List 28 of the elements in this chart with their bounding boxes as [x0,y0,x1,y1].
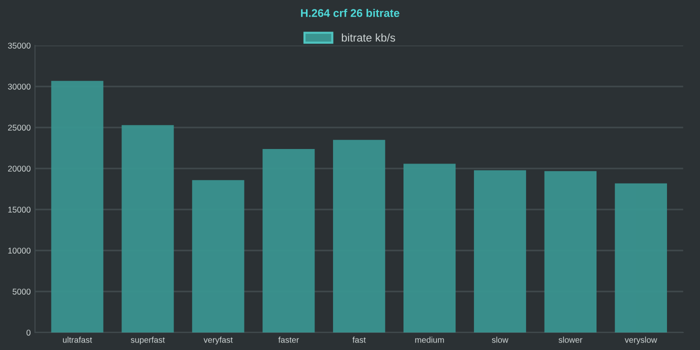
bar [474,170,526,332]
bar [544,171,597,332]
y-tick-label: 20000 [8,166,31,172]
y-tick-label: 15000 [8,206,31,213]
y-tick-label: 25000 [8,124,31,131]
chart-title: H.264 crf 26 bitrate [301,8,400,17]
x-tick-label: medium [415,336,444,343]
y-tick-label: 5000 [12,288,31,295]
x-tick-label: veryslow [624,336,658,344]
bar [403,164,456,332]
x-tick-label: ultrafast [62,336,92,343]
x-tick-label: veryfast [204,336,233,344]
bar [614,183,667,332]
x-tick-label: slower [558,336,582,343]
bar [192,180,244,332]
x-tick-label: faster [278,336,299,343]
x-tick-label: superfast [130,336,165,344]
bar [51,80,104,332]
y-tick-label: 30000 [8,84,31,90]
y-tick-label: 10000 [8,248,31,254]
bar [122,125,174,332]
bar [333,140,386,332]
bar [262,148,315,332]
x-tick-label: slow [492,336,508,343]
x-tick-label: fast [352,336,366,343]
legend-label: bitrate kb/s [342,33,396,42]
y-tick-label: 0 [26,330,31,336]
y-tick-label: 35000 [8,42,31,49]
